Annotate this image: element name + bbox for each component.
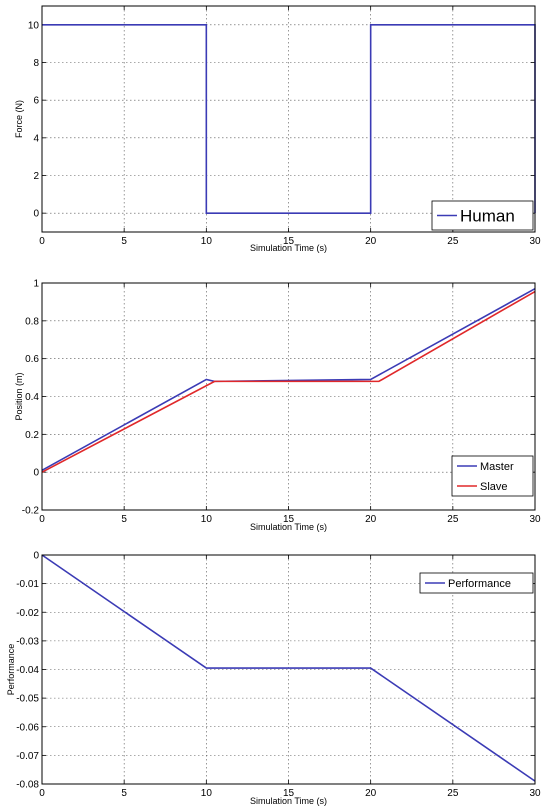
y-tick-label: 8 xyxy=(33,58,39,69)
y-tick-label: 2 xyxy=(33,171,39,182)
y-axis-label: Position (m) xyxy=(14,372,24,420)
x-tick-label: 10 xyxy=(201,788,213,799)
series-line-slave xyxy=(41,290,536,473)
legend-label-master: Master xyxy=(480,461,514,473)
y-tick-label: 10 xyxy=(28,20,40,31)
x-tick-label: 5 xyxy=(121,236,127,247)
x-tick-label: 20 xyxy=(365,788,377,799)
chart-3: 0 5 10 15 20 25 30 -0.08 -0.07 -0.06 -0.05 -0.04 -0.… xyxy=(6,551,541,807)
y-tick-label: 1 xyxy=(33,279,39,290)
y-tick-label: -0.03 xyxy=(16,636,39,647)
x-tick-label: 0 xyxy=(39,788,45,799)
y-tick-label: -0.06 xyxy=(16,722,39,733)
x-tick-label: 25 xyxy=(447,236,459,247)
x-tick-label: 15 xyxy=(283,514,295,525)
legend-box xyxy=(419,572,534,594)
legend: Master Slave xyxy=(451,455,534,497)
x-tick-label: 30 xyxy=(529,514,541,525)
y-tick-label: -0.05 xyxy=(16,694,39,705)
y-tick-label: -0.04 xyxy=(16,665,39,676)
y-tick-label: -0.02 xyxy=(16,608,39,619)
x-tick-label: 15 xyxy=(283,788,295,799)
legend: Human xyxy=(431,200,534,231)
y-tick-label: 0.6 xyxy=(25,354,39,365)
legend-label-slave: Slave xyxy=(480,481,508,493)
y-tick-label: 0.8 xyxy=(25,316,39,327)
x-tick-label: 10 xyxy=(201,236,213,247)
x-tick-label: 5 xyxy=(121,788,127,799)
x-axis-label: Simulation Time (s) xyxy=(250,796,327,806)
x-tick-label: 20 xyxy=(365,236,377,247)
legend-box xyxy=(451,455,534,497)
y-tick-label: 6 xyxy=(33,96,39,107)
plot-frame xyxy=(41,282,536,511)
y-axis-label: Force (N) xyxy=(14,100,24,138)
x-tick-label: 0 xyxy=(39,514,45,525)
series-line-performance xyxy=(41,554,536,782)
chart-1: 0 5 10 15 20 25 30 0 2 4 6 8 10 Simulation Time (s) Fo… xyxy=(14,5,541,253)
x-axis-label: Simulation Time (s) xyxy=(250,522,327,532)
x-tick-label: 25 xyxy=(447,514,459,525)
y-tick-label: 0.2 xyxy=(25,430,39,441)
legend: Performance xyxy=(419,572,534,594)
y-tick-label: -0.2 xyxy=(22,506,40,517)
x-tick-label: 15 xyxy=(283,236,295,247)
legend-label-human: Human xyxy=(460,207,515,226)
x-tick-label: 30 xyxy=(529,236,541,247)
x-tick-label: 25 xyxy=(447,788,459,799)
x-tick-label: 0 xyxy=(39,236,45,247)
x-tick-label: 20 xyxy=(365,514,377,525)
x-axis-label: Simulation Time (s) xyxy=(250,243,327,253)
plot-frame xyxy=(41,554,536,785)
y-tick-label: 0.4 xyxy=(25,392,39,403)
chart-2: 0 5 10 15 20 25 30-0.200.20.40.60.81Simulation… xyxy=(14,279,541,533)
legend-label-performance: Performance xyxy=(448,578,511,590)
x-tick-label: 10 xyxy=(201,514,213,525)
x-tick-label: 5 xyxy=(121,514,127,525)
y-axis-label: Performance xyxy=(6,644,16,696)
x-tick-label: 30 xyxy=(529,788,541,799)
y-tick-label: -0.01 xyxy=(16,579,39,590)
y-tick-label: 0 xyxy=(33,209,39,220)
y-tick-label: 0 xyxy=(33,468,39,479)
y-tick-label: -0.07 xyxy=(16,751,39,762)
y-tick-label: 4 xyxy=(33,133,39,144)
y-tick-label: 0 xyxy=(33,551,39,562)
plot-frame xyxy=(41,5,536,233)
y-tick-label: -0.08 xyxy=(16,780,39,791)
